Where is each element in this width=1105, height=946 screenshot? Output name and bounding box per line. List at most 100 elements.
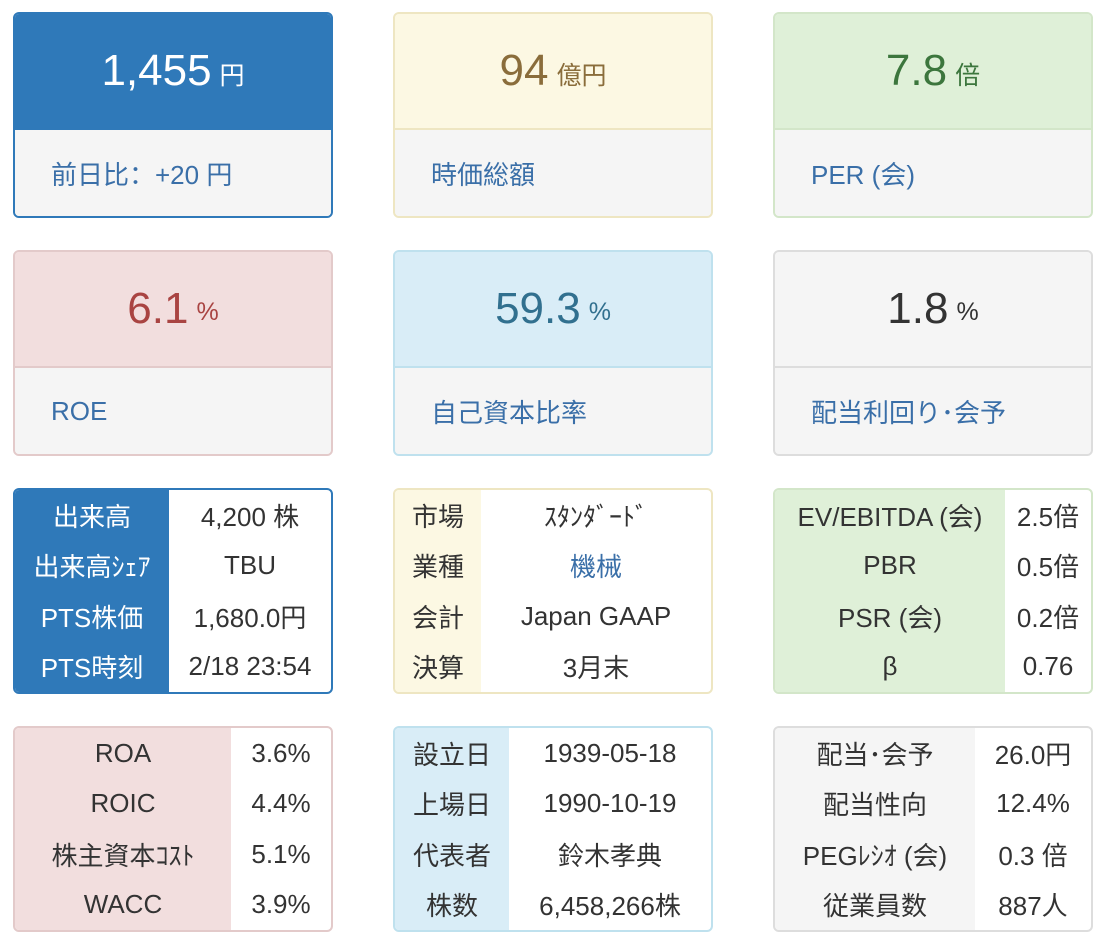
- shares-key: 株数: [395, 879, 509, 930]
- dividend-table: 配当･会予 26.0円 配当性向 12.4% PEGﾚｼｵ (会) 0.3 倍 …: [773, 726, 1093, 932]
- beta-value: 0.76: [1022, 651, 1074, 682]
- stock-price-value-box: 1,455 円: [15, 14, 331, 130]
- table-row: 株数 6,458,266株: [395, 879, 711, 930]
- wacc-value: 3.9%: [251, 889, 311, 920]
- ev-ebitda-value: 2.5倍: [1016, 501, 1080, 532]
- valuation-table: EV/EBITDA (会) 2.5倍 PBR 0.5倍 PSR (会) 0.2倍…: [773, 488, 1093, 694]
- market-cap-panel: 94 億円 時価総額: [393, 12, 713, 218]
- table-row: 上場日 1990-10-19: [395, 778, 711, 829]
- market-cap-value-box: 94 億円: [395, 14, 711, 130]
- table-row: 出来高ｼｪｱ TBU: [15, 540, 331, 591]
- company-info-table: 設立日 1939-05-18 上場日 1990-10-19 代表者 鈴木孝典 株…: [393, 726, 713, 932]
- dividend-yield-value: 1.8: [887, 284, 949, 333]
- table-row: 会計 Japan GAAP: [395, 591, 711, 642]
- per-unit: 倍: [955, 62, 981, 90]
- cost-of-equity-value: 5.1%: [251, 838, 311, 869]
- roa-value: 3.6%: [251, 737, 311, 768]
- equity-ratio-value: 59.3: [495, 284, 581, 333]
- table-row: 市場 ｽﾀﾝﾀﾞｰﾄﾞ: [395, 490, 711, 541]
- market-info-table: 市場 ｽﾀﾝﾀﾞｰﾄﾞ 業種 機械 会計 Japan GAAP 決算 3月末: [393, 488, 713, 694]
- stock-price-panel: 1,455 円 前日比：+20 円: [13, 12, 333, 218]
- table-row: PTS時刻 2/18 23:54: [15, 641, 331, 692]
- wacc-key: WACC: [15, 879, 231, 930]
- table-row: 配当･会予 26.0円: [775, 728, 1091, 779]
- roic-value: 4.4%: [251, 788, 311, 819]
- accounting-key: 会計: [395, 591, 481, 642]
- pts-price-key: PTS株価: [15, 591, 169, 642]
- volume-key: 出来高: [15, 490, 169, 541]
- fiscal-end-key: 決算: [395, 641, 481, 692]
- table-row: PTS株価 1,680.0円: [15, 591, 331, 642]
- dividend-forecast-key: 配当･会予: [775, 728, 975, 779]
- roa-key: ROA: [15, 728, 231, 779]
- per-label[interactable]: PER (会): [775, 130, 1091, 216]
- roe-label[interactable]: ROE: [15, 368, 331, 454]
- beta-key: β: [775, 641, 1005, 692]
- market-cap-value: 94: [499, 46, 549, 95]
- payout-ratio-key: 配当性向: [775, 778, 975, 829]
- pbr-value: 0.5倍: [1016, 552, 1080, 583]
- psr-value: 0.2倍: [1016, 602, 1080, 633]
- representative-key: 代表者: [395, 829, 509, 880]
- listed-value: 1990-10-19: [543, 788, 677, 819]
- cost-of-equity-key: 株主資本ｺｽﾄ: [15, 829, 231, 880]
- pts-time-link[interactable]: 2/18 23:54: [188, 651, 312, 682]
- table-row: 設立日 1939-05-18: [395, 728, 711, 779]
- employees-key: 従業員数: [775, 879, 975, 930]
- dividend-yield-value-box: 1.8 %: [775, 252, 1091, 368]
- market-cap-label[interactable]: 時価総額: [395, 130, 711, 216]
- equity-ratio-unit: %: [588, 297, 611, 326]
- accounting-value: Japan GAAP: [520, 600, 672, 631]
- market-value: ｽﾀﾝﾀﾞｰﾄﾞ: [543, 501, 648, 532]
- stock-price-unit: 円: [219, 62, 245, 90]
- volume-share-value: TBU: [224, 550, 276, 581]
- equity-ratio-value-box: 59.3 %: [395, 252, 711, 368]
- roe-panel: 6.1 % ROE: [13, 250, 333, 456]
- pbr-key: PBR: [775, 540, 1005, 591]
- table-row: 出来高 4,200 株: [15, 490, 331, 541]
- table-row: ROIC 4.4%: [15, 778, 331, 829]
- market-key: 市場: [395, 490, 481, 541]
- table-row: 決算 3月末: [395, 641, 711, 692]
- dividend-yield-label[interactable]: 配当利回り･会予: [775, 368, 1091, 454]
- payout-ratio-value: 12.4%: [996, 788, 1070, 819]
- per-value: 7.8: [885, 46, 948, 95]
- pts-time-key: PTS時刻: [15, 641, 169, 692]
- industry-link[interactable]: 機械: [569, 552, 622, 583]
- table-row: 株主資本ｺｽﾄ 5.1%: [15, 829, 331, 880]
- table-row: EV/EBITDA (会) 2.5倍: [775, 490, 1091, 541]
- employees-value: 887人: [998, 891, 1068, 922]
- industry-key: 業種: [395, 540, 481, 591]
- volume-value: 4,200 株: [200, 501, 300, 532]
- table-row: PEGﾚｼｵ (会) 0.3 倍: [775, 829, 1091, 880]
- equity-ratio-panel: 59.3 % 自己資本比率: [393, 250, 713, 456]
- roe-unit: %: [196, 297, 219, 326]
- roe-value: 6.1: [127, 284, 189, 333]
- table-row: ROA 3.6%: [15, 728, 331, 779]
- table-row: 代表者 鈴木孝典: [395, 829, 711, 880]
- table-row: 配当性向 12.4%: [775, 778, 1091, 829]
- fiscal-end-value: 3月末: [562, 653, 630, 684]
- pts-price-link[interactable]: 1,680.0円: [193, 602, 307, 633]
- volume-table: 出来高 4,200 株 出来高ｼｪｱ TBU PTS株価 1,680.0円 PT…: [13, 488, 333, 694]
- table-row: 業種 機械: [395, 540, 711, 591]
- price-change-label: 前日比：+20 円: [15, 130, 331, 216]
- psr-key: PSR (会): [775, 591, 1005, 642]
- dividend-yield-unit: %: [956, 297, 979, 326]
- peg-ratio-key: PEGﾚｼｵ (会): [775, 829, 975, 880]
- market-cap-unit: 億円: [556, 62, 607, 90]
- table-row: PSR (会) 0.2倍: [775, 591, 1091, 642]
- table-row: 従業員数 887人: [775, 879, 1091, 930]
- volume-share-key: 出来高ｼｪｱ: [15, 540, 169, 591]
- stock-price-value: 1,455: [101, 46, 212, 95]
- ev-ebitda-key: EV/EBITDA (会): [775, 490, 1005, 541]
- table-row: WACC 3.9%: [15, 879, 331, 930]
- representative-value: 鈴木孝典: [557, 840, 662, 871]
- peg-ratio-value: 0.3 倍: [998, 840, 1068, 871]
- returns-table: ROA 3.6% ROIC 4.4% 株主資本ｺｽﾄ 5.1% WACC 3.9…: [13, 726, 333, 932]
- per-value-box: 7.8 倍: [775, 14, 1091, 130]
- per-panel: 7.8 倍 PER (会): [773, 12, 1093, 218]
- equity-ratio-label[interactable]: 自己資本比率: [395, 368, 711, 454]
- founded-value: 1939-05-18: [543, 737, 677, 768]
- dividend-yield-panel: 1.8 % 配当利回り･会予: [773, 250, 1093, 456]
